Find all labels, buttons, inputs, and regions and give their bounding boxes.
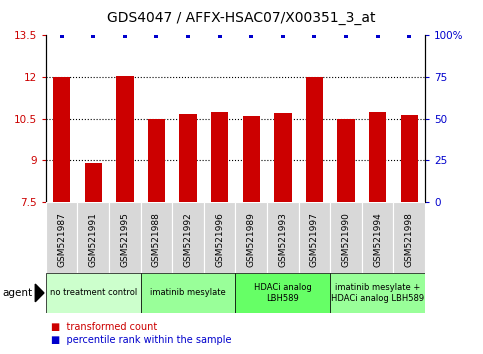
Bar	[211, 112, 228, 202]
Bar	[77, 202, 109, 273]
Bar	[172, 202, 204, 273]
Bar	[179, 114, 197, 202]
Bar	[148, 119, 165, 202]
Point	[89, 33, 97, 39]
Bar	[337, 119, 355, 202]
Text: GSM521993: GSM521993	[278, 212, 287, 267]
Point	[153, 33, 160, 39]
Text: ■  transformed count: ■ transformed count	[51, 322, 157, 332]
Bar	[46, 202, 77, 273]
Bar	[85, 163, 102, 202]
Text: imatinib mesylate +
HDACi analog LBH589: imatinib mesylate + HDACi analog LBH589	[331, 283, 424, 303]
Text: agent: agent	[2, 288, 32, 298]
Text: GSM521992: GSM521992	[184, 212, 193, 267]
Text: GSM521997: GSM521997	[310, 212, 319, 267]
Bar	[236, 273, 330, 313]
Text: GSM521988: GSM521988	[152, 212, 161, 267]
Bar	[298, 202, 330, 273]
Bar	[306, 77, 323, 202]
Point	[58, 33, 66, 39]
Bar	[267, 202, 298, 273]
Text: GSM521991: GSM521991	[89, 212, 98, 267]
Bar	[46, 273, 141, 313]
Text: GDS4047 / AFFX-HSAC07/X00351_3_at: GDS4047 / AFFX-HSAC07/X00351_3_at	[107, 11, 376, 25]
Text: no treatment control: no treatment control	[50, 289, 137, 297]
Bar	[330, 273, 425, 313]
Text: GSM521995: GSM521995	[120, 212, 129, 267]
Text: HDACi analog
LBH589: HDACi analog LBH589	[254, 283, 312, 303]
Bar	[109, 202, 141, 273]
Point	[311, 33, 318, 39]
Text: GSM521996: GSM521996	[215, 212, 224, 267]
Text: imatinib mesylate: imatinib mesylate	[150, 289, 226, 297]
Bar	[116, 76, 134, 202]
Bar	[53, 77, 71, 202]
Point	[247, 33, 255, 39]
Bar	[141, 202, 172, 273]
Point	[184, 33, 192, 39]
Bar	[369, 112, 386, 202]
Bar	[362, 202, 394, 273]
Bar	[141, 273, 236, 313]
Text: GSM521990: GSM521990	[341, 212, 351, 267]
Point	[279, 33, 287, 39]
Bar	[330, 202, 362, 273]
Bar	[274, 113, 292, 202]
Text: GSM521998: GSM521998	[405, 212, 414, 267]
Bar	[242, 116, 260, 202]
Point	[121, 33, 129, 39]
Point	[374, 33, 382, 39]
Text: GSM521987: GSM521987	[57, 212, 66, 267]
Point	[405, 33, 413, 39]
Bar	[400, 115, 418, 202]
Point	[216, 33, 224, 39]
Text: ■  percentile rank within the sample: ■ percentile rank within the sample	[51, 335, 231, 345]
Point	[342, 33, 350, 39]
Text: GSM521994: GSM521994	[373, 212, 382, 267]
Bar	[236, 202, 267, 273]
Text: GSM521989: GSM521989	[247, 212, 256, 267]
Bar	[394, 202, 425, 273]
Bar	[204, 202, 236, 273]
